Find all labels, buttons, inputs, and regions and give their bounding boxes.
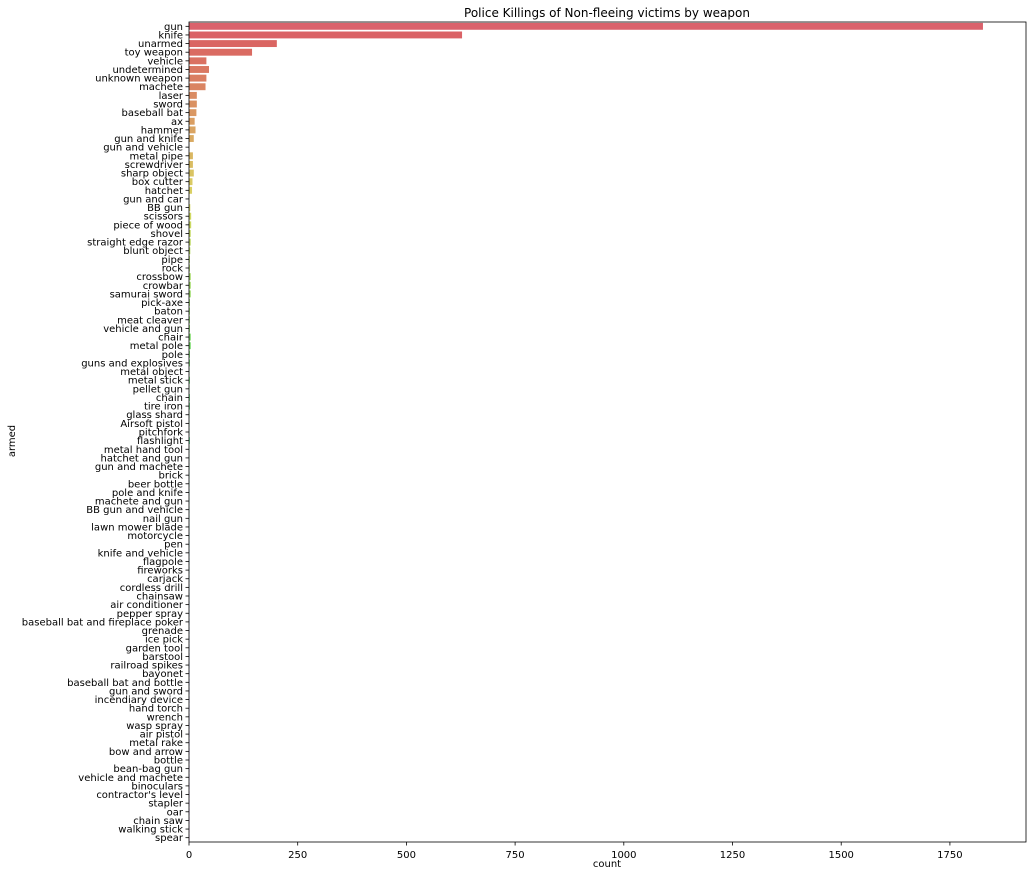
x-tick-label: 1750: [937, 850, 962, 861]
bar-hatchet: [189, 187, 192, 194]
bar-toy-weapon: [189, 49, 252, 56]
bar-vehicle: [189, 57, 206, 64]
bar-unarmed: [189, 40, 277, 47]
bar-screwdriver: [189, 161, 193, 168]
bar-undetermined: [189, 66, 209, 73]
x-axis-label: count: [593, 859, 621, 870]
y-axis-label: armed: [7, 425, 18, 457]
bar-ax: [189, 118, 195, 125]
x-tick-label: 500: [397, 850, 416, 861]
x-tick-label: 1250: [720, 850, 745, 861]
x-tick-label: 1500: [828, 850, 853, 861]
bar-hammer: [189, 126, 196, 133]
bar-machete: [189, 83, 206, 90]
bar-metal-pipe: [189, 152, 193, 159]
bar-box-cutter: [189, 178, 192, 185]
bar-sharp-object: [189, 170, 194, 177]
bar-laser: [189, 92, 197, 99]
bar-knife: [189, 31, 462, 38]
bar-baseball-bat: [189, 109, 196, 116]
bar-unknown-weapon: [189, 75, 206, 82]
chart-title: Police Killings of Non-fleeing victims b…: [464, 6, 750, 20]
x-tick-label: 250: [288, 850, 307, 861]
bar-gun: [189, 23, 983, 30]
x-tick-label: 0: [186, 850, 192, 861]
bar-gun-and-knife: [189, 135, 194, 142]
x-tick-label: 750: [506, 850, 525, 861]
bar-sword: [189, 101, 197, 108]
y-tick-label: spear: [155, 833, 184, 844]
